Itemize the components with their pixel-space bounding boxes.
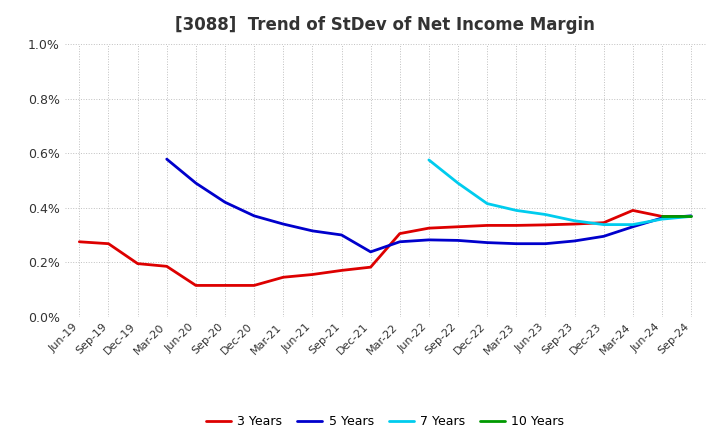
3 Years: [599, 220, 608, 225]
3 Years: [541, 222, 550, 227]
10 Years: [687, 214, 696, 219]
3 Years: [657, 214, 666, 219]
3 Years: [629, 208, 637, 213]
5 Years: [220, 200, 229, 205]
Line: 3 Years: 3 Years: [79, 210, 691, 286]
5 Years: [279, 221, 287, 227]
7 Years: [570, 218, 579, 224]
5 Years: [629, 224, 637, 229]
5 Years: [657, 216, 666, 221]
7 Years: [512, 208, 521, 213]
7 Years: [454, 180, 462, 186]
3 Years: [366, 264, 375, 270]
3 Years: [163, 264, 171, 269]
3 Years: [687, 214, 696, 219]
5 Years: [483, 240, 492, 245]
5 Years: [163, 157, 171, 162]
Line: 5 Years: 5 Years: [167, 159, 691, 252]
7 Years: [483, 201, 492, 206]
3 Years: [395, 231, 404, 236]
5 Years: [599, 234, 608, 239]
Title: [3088]  Trend of StDev of Net Income Margin: [3088] Trend of StDev of Net Income Marg…: [175, 16, 595, 34]
3 Years: [425, 225, 433, 231]
3 Years: [192, 283, 200, 288]
3 Years: [454, 224, 462, 229]
7 Years: [599, 222, 608, 227]
3 Years: [75, 239, 84, 244]
5 Years: [687, 213, 696, 219]
5 Years: [337, 232, 346, 238]
7 Years: [541, 212, 550, 217]
5 Years: [454, 238, 462, 243]
7 Years: [425, 158, 433, 163]
Legend: 3 Years, 5 Years, 7 Years, 10 Years: 3 Years, 5 Years, 7 Years, 10 Years: [201, 411, 570, 433]
3 Years: [220, 283, 229, 288]
5 Years: [192, 180, 200, 186]
3 Years: [512, 223, 521, 228]
5 Years: [308, 228, 317, 234]
10 Years: [657, 214, 666, 219]
3 Years: [104, 241, 113, 246]
7 Years: [657, 216, 666, 222]
3 Years: [337, 268, 346, 273]
5 Years: [425, 237, 433, 242]
5 Years: [366, 249, 375, 254]
5 Years: [395, 239, 404, 244]
3 Years: [133, 261, 142, 266]
3 Years: [250, 283, 258, 288]
3 Years: [483, 223, 492, 228]
3 Years: [279, 275, 287, 280]
3 Years: [570, 221, 579, 227]
5 Years: [512, 241, 521, 246]
5 Years: [250, 213, 258, 219]
7 Years: [629, 222, 637, 227]
7 Years: [687, 214, 696, 219]
5 Years: [570, 238, 579, 244]
5 Years: [541, 241, 550, 246]
3 Years: [308, 272, 317, 277]
Line: 7 Years: 7 Years: [429, 160, 691, 224]
